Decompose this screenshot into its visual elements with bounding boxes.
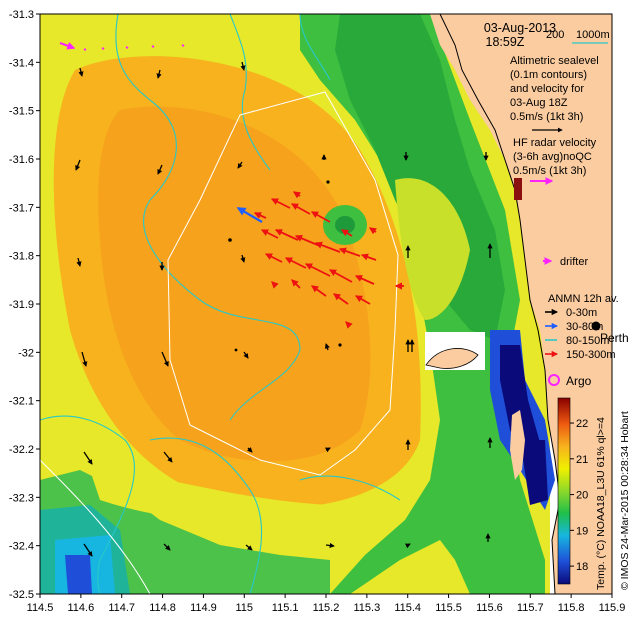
svg-text:0.5m/s (1kt 3h): 0.5m/s (1kt 3h) <box>513 165 586 177</box>
x-tick-label: 114.7 <box>108 602 135 614</box>
credit-text: © IMOS 24-Mar-2015 00:28:34 Hobart <box>619 411 631 590</box>
y-tick-label: -31.9 <box>9 299 34 311</box>
y-tick-label: -31.3 <box>9 9 34 21</box>
colorbar <box>557 397 571 585</box>
anmn-mid-depth-arrow <box>236 207 263 223</box>
colorbar-caption: Temp. (°C) NOAA18_L3U 61% ql>=4 <box>595 417 607 590</box>
y-tick-label: -32.5 <box>9 589 34 601</box>
colorbar-tick-label: 18 <box>576 561 588 573</box>
svg-text:03-Aug 18Z: 03-Aug 18Z <box>510 97 568 109</box>
perth-label: Perth <box>600 331 629 345</box>
y-tick-label: -31.4 <box>9 57 34 69</box>
argo-label: Argo <box>566 374 592 388</box>
svg-text:0.5m/s (1kt 3h): 0.5m/s (1kt 3h) <box>510 111 583 123</box>
y-tick-label: -31.6 <box>9 154 34 166</box>
argo-marker <box>548 374 560 386</box>
anmn-legend-title: ANMN 12h av. <box>548 293 619 305</box>
y-tick-label: -31.8 <box>9 251 34 263</box>
anmn-legend: 0-30m 30-80m 80-150m 150-300m <box>545 307 616 361</box>
x-tick-label: 115.7 <box>517 602 544 614</box>
y-tick-label: -32 <box>18 347 34 359</box>
x-tick-label: 115.1 <box>272 602 299 614</box>
perth-coast-marker <box>514 178 522 200</box>
land-garden-island <box>510 410 525 480</box>
altimetry-note: Altimetric sealevel (0.1m contours) and … <box>510 55 599 123</box>
anmn-legend-label: 150-300m <box>566 349 616 361</box>
svg-text:(0.1m contours): (0.1m contours) <box>510 69 587 81</box>
sealevel-contours <box>39 13 401 595</box>
y-tick-label: -32.2 <box>9 444 34 456</box>
svg-text:(3-6h avg)noQC: (3-6h avg)noQC <box>513 151 592 163</box>
x-tick-label: 115.2 <box>313 602 340 614</box>
x-tick-label: 115.9 <box>599 602 626 614</box>
x-tick-label: 114.9 <box>190 602 217 614</box>
depth-contours <box>39 91 399 595</box>
colorbar-ticks: 18 19 20 21 22 <box>570 418 588 573</box>
colorbar-tick-label: 22 <box>576 418 588 430</box>
colorbar-tick-label: 21 <box>576 454 588 466</box>
y-tick-label: -32.3 <box>9 492 34 504</box>
x-axis-ticks: 114.5 114.6 114.7 114.8 114.9 115 115.1 115.2 11… <box>27 594 626 614</box>
perth-marker <box>591 321 601 331</box>
depth-label-1000: 1000m <box>576 29 610 41</box>
y-axis-ticks: -31.3 -31.4 -31.5 -31.6 -31.7 -31.8 -31.9 -32 -3… <box>9 9 40 601</box>
y-tick-label: -31.7 <box>9 202 34 214</box>
hf-radar-arrows <box>253 191 404 329</box>
x-tick-label: 114.8 <box>149 602 176 614</box>
title-date: 03-Aug-2013 <box>484 21 556 35</box>
altimetry-dots <box>228 180 342 352</box>
anmn-legend-label: 80-150m <box>566 335 609 347</box>
title-time: 18:59Z <box>486 35 525 49</box>
x-tick-label: 115.4 <box>394 602 421 614</box>
x-tick-label: 115.8 <box>558 602 585 614</box>
y-tick-label: -31.5 <box>9 106 34 118</box>
svg-text:HF radar velocity: HF radar velocity <box>513 137 597 149</box>
x-tick-label: 115.3 <box>353 602 380 614</box>
drifter-legend-label: drifter <box>560 256 588 268</box>
x-tick-label: 115.6 <box>476 602 503 614</box>
x-tick-label: 115 <box>236 602 254 614</box>
svg-text:Altimetric sealevel: Altimetric sealevel <box>510 55 599 67</box>
x-tick-label: 114.6 <box>67 602 94 614</box>
altimetry-velocity-arrows <box>75 61 493 557</box>
hf-radar-note: HF radar velocity (3-6h avg)noQC 0.5m/s … <box>513 137 597 177</box>
x-tick-label: 115.5 <box>435 602 462 614</box>
coastline <box>439 13 561 595</box>
svg-text:and velocity for: and velocity for <box>510 83 584 95</box>
x-tick-label: 114.5 <box>27 602 54 614</box>
anmn-legend-label: 0-30m <box>566 307 597 319</box>
y-tick-label: -32.1 <box>9 396 34 408</box>
colorbar-tick-label: 19 <box>576 525 588 537</box>
depth-label-200: 200 <box>546 29 564 41</box>
colorbar-tick-label: 20 <box>576 490 588 502</box>
drifter-track <box>59 41 185 51</box>
y-tick-label: -32.4 <box>9 541 34 553</box>
